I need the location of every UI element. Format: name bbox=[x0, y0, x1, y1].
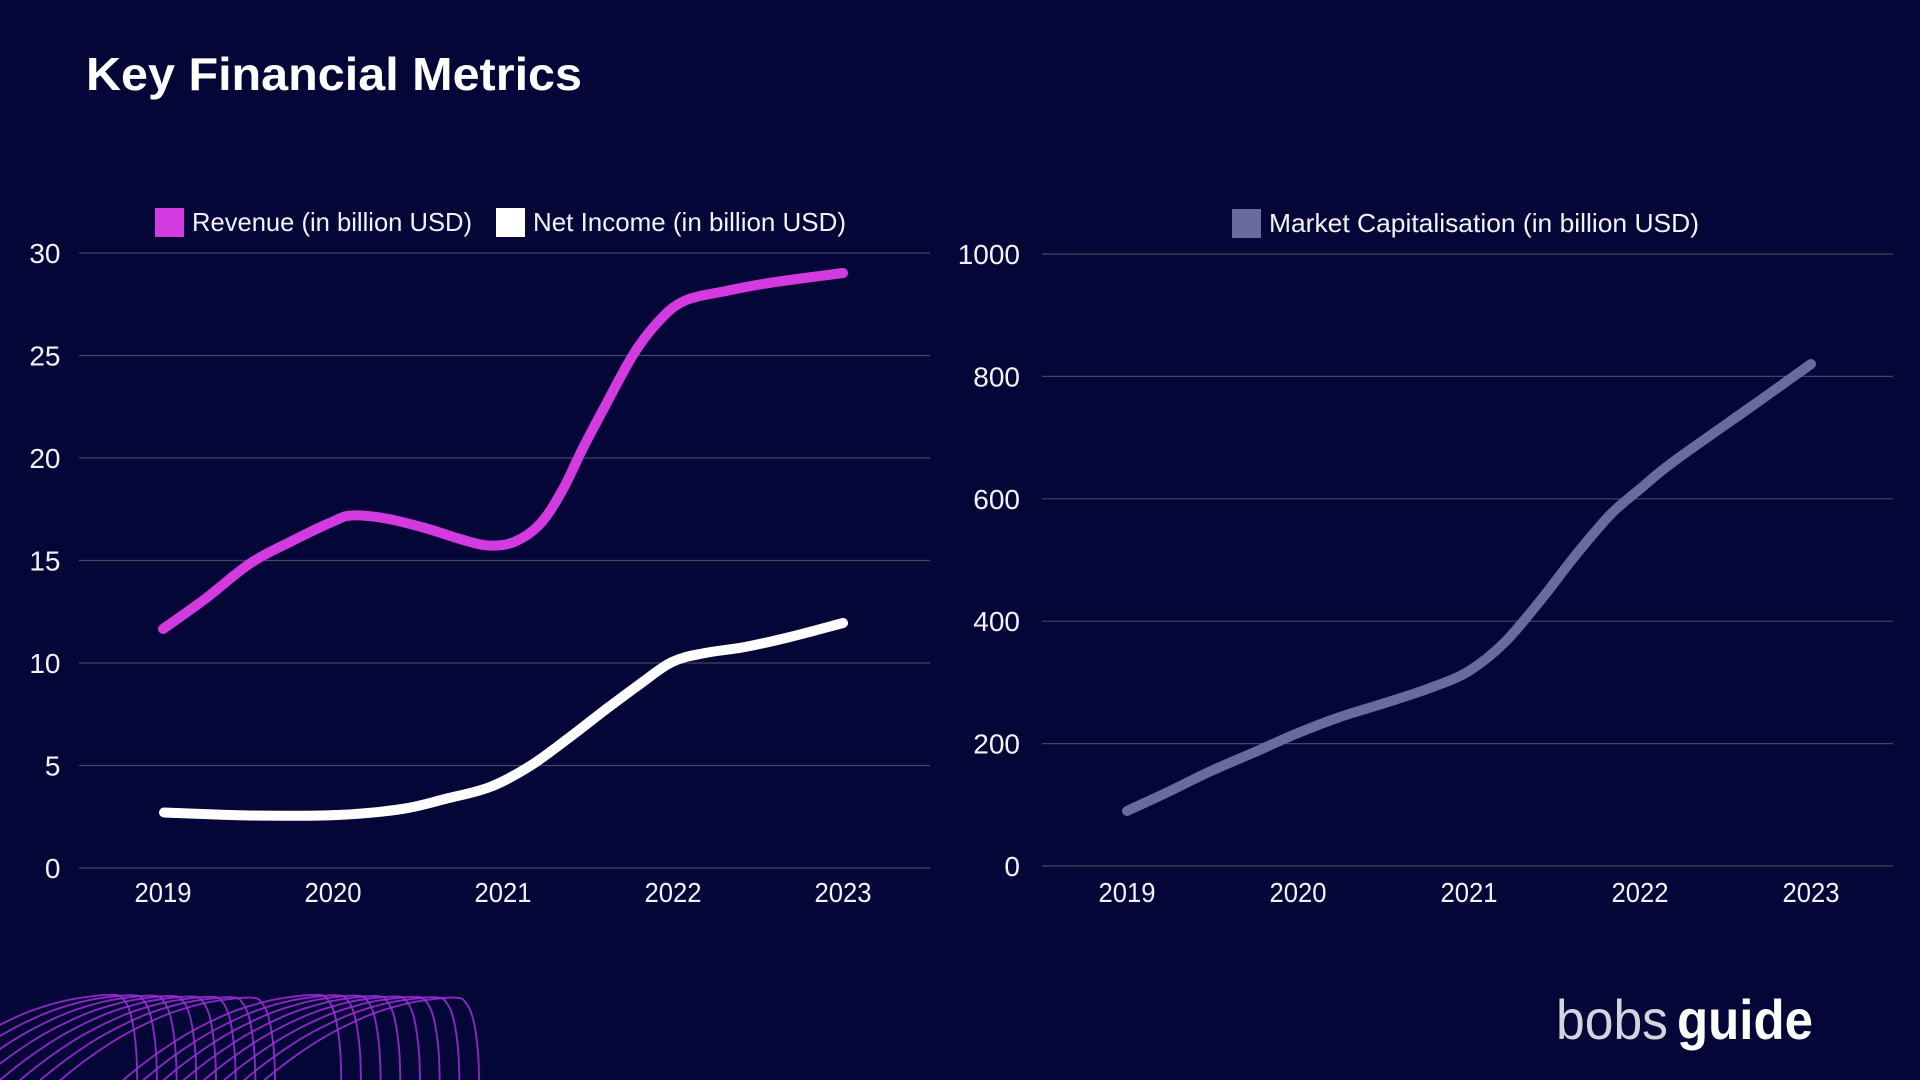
svg-text:0: 0 bbox=[45, 853, 61, 884]
svg-text:Revenue (in billion USD): Revenue (in billion USD) bbox=[192, 207, 472, 237]
svg-text:2019: 2019 bbox=[135, 877, 192, 908]
svg-text:25: 25 bbox=[29, 341, 60, 372]
svg-text:guide: guide bbox=[1677, 988, 1813, 1051]
svg-text:1000: 1000 bbox=[958, 239, 1020, 270]
svg-text:600: 600 bbox=[973, 484, 1020, 515]
svg-text:Net Income (in billion USD): Net Income (in billion USD) bbox=[533, 207, 846, 237]
svg-text:2023: 2023 bbox=[1783, 877, 1840, 908]
svg-text:800: 800 bbox=[973, 361, 1020, 392]
svg-text:2019: 2019 bbox=[1099, 877, 1156, 908]
svg-text:2020: 2020 bbox=[1270, 877, 1327, 908]
svg-text:0: 0 bbox=[1004, 851, 1020, 882]
svg-text:2022: 2022 bbox=[645, 877, 702, 908]
svg-text:15: 15 bbox=[29, 546, 60, 577]
svg-text:200: 200 bbox=[973, 729, 1020, 760]
svg-text:400: 400 bbox=[973, 606, 1020, 637]
svg-text:20: 20 bbox=[29, 443, 60, 474]
svg-text:2022: 2022 bbox=[1612, 877, 1669, 908]
svg-text:2021: 2021 bbox=[475, 877, 532, 908]
svg-text:bobs: bobs bbox=[1556, 988, 1668, 1051]
svg-text:Market Capitalisation (in bill: Market Capitalisation (in billion USD) bbox=[1269, 208, 1699, 238]
svg-text:Key Financial Metrics: Key Financial Metrics bbox=[86, 48, 582, 100]
svg-text:30: 30 bbox=[29, 238, 60, 269]
svg-text:5: 5 bbox=[45, 751, 61, 782]
svg-text:2021: 2021 bbox=[1441, 877, 1498, 908]
svg-text:10: 10 bbox=[29, 648, 60, 679]
svg-text:2023: 2023 bbox=[815, 877, 872, 908]
svg-text:2020: 2020 bbox=[305, 877, 362, 908]
